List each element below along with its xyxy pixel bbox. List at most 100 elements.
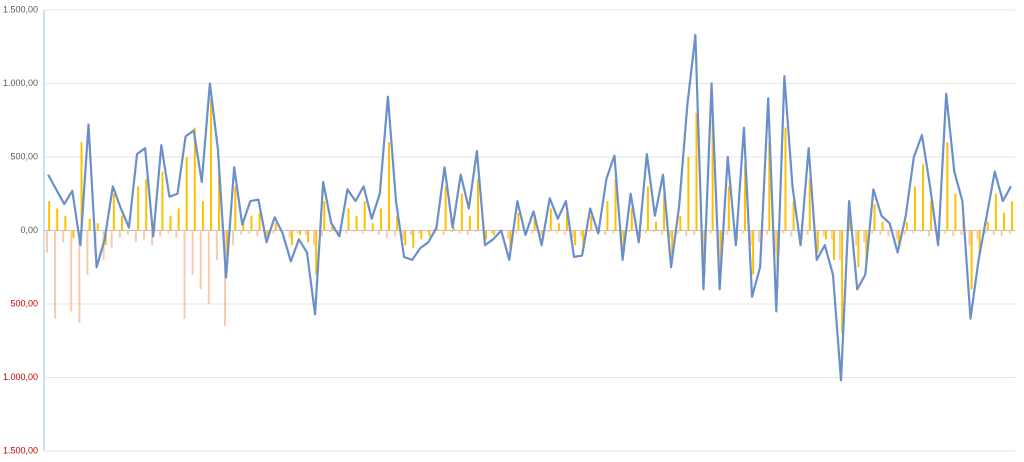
bar: [385, 230, 388, 238]
bar: [250, 215, 253, 231]
bar: [493, 230, 496, 235]
bar: [604, 230, 607, 235]
bar: [693, 230, 696, 235]
bar: [62, 230, 65, 243]
bar: [865, 230, 868, 260]
bar: [549, 208, 552, 231]
bar: [774, 230, 777, 253]
bar: [331, 226, 334, 231]
bar: [725, 230, 728, 235]
bar: [579, 230, 582, 237]
bar: [992, 230, 995, 235]
bar: [177, 208, 180, 231]
bar: [677, 230, 680, 234]
bar: [412, 230, 415, 249]
bar: [695, 112, 698, 231]
bar: [614, 179, 617, 231]
bar: [968, 230, 971, 246]
bar: [240, 230, 243, 235]
bar: [199, 230, 202, 290]
bar: [218, 171, 221, 231]
line-series: [47, 33, 1012, 382]
bar: [539, 230, 542, 237]
bar: [709, 230, 712, 234]
bar: [70, 230, 73, 312]
bar: [404, 230, 407, 246]
bar: [978, 230, 981, 253]
bar: [355, 215, 358, 231]
bar: [927, 230, 930, 237]
bar: [78, 230, 81, 324]
bar: [582, 230, 585, 246]
bar: [1000, 230, 1003, 237]
y-tick-label: 1.000,00: [3, 78, 38, 88]
bar: [345, 230, 348, 234]
bar: [209, 98, 212, 231]
bar: [161, 171, 164, 231]
bar: [226, 230, 229, 260]
bar: [563, 230, 566, 235]
bar: [873, 204, 876, 231]
bar: [1011, 201, 1014, 231]
bar: [452, 227, 455, 231]
bar: [307, 230, 310, 243]
bar: [353, 230, 356, 232]
bar: [768, 142, 771, 231]
bar: [323, 201, 326, 231]
bar: [744, 164, 747, 231]
bar: [887, 230, 890, 237]
bar: [110, 230, 113, 249]
bar: [363, 201, 366, 231]
bar: [822, 230, 825, 237]
bar: [679, 215, 682, 231]
bar: [151, 230, 154, 246]
bar: [401, 230, 404, 240]
bar: [952, 230, 955, 237]
bar: [118, 230, 121, 238]
bar: [944, 230, 947, 234]
bar: [660, 230, 663, 235]
bar: [167, 230, 170, 234]
bar: [824, 230, 827, 240]
bar: [126, 230, 129, 235]
bar: [571, 230, 574, 238]
bar: [458, 230, 461, 234]
bar: [88, 218, 91, 231]
bar: [393, 230, 396, 237]
bar: [232, 230, 235, 246]
bar: [185, 157, 188, 231]
bar: [976, 230, 979, 240]
bar: [903, 230, 906, 235]
bar: [485, 230, 488, 240]
bar: [507, 230, 510, 240]
bar: [863, 230, 866, 243]
bar: [474, 230, 477, 232]
bar: [960, 230, 963, 235]
bar: [1008, 230, 1011, 234]
bar: [418, 230, 421, 234]
bar: [816, 230, 819, 253]
bar: [954, 193, 957, 231]
bar: [622, 230, 625, 253]
bar: [223, 230, 226, 327]
bar: [612, 230, 615, 234]
bar: [45, 230, 48, 253]
bar: [749, 230, 752, 246]
bar: [201, 201, 204, 231]
bar: [134, 230, 137, 243]
bar: [533, 218, 536, 231]
bar: [256, 230, 259, 237]
bar: [490, 230, 493, 234]
y-tick-label: 500,00: [10, 151, 38, 161]
bar: [112, 193, 115, 231]
bar: [361, 230, 364, 234]
y-tick-label: 1.000,00: [3, 372, 38, 382]
bar: [460, 193, 463, 231]
bar: [248, 230, 251, 234]
bar: [628, 230, 631, 232]
bar: [547, 230, 550, 232]
bar: [758, 230, 761, 243]
bar: [669, 230, 672, 238]
bar: [207, 230, 210, 304]
